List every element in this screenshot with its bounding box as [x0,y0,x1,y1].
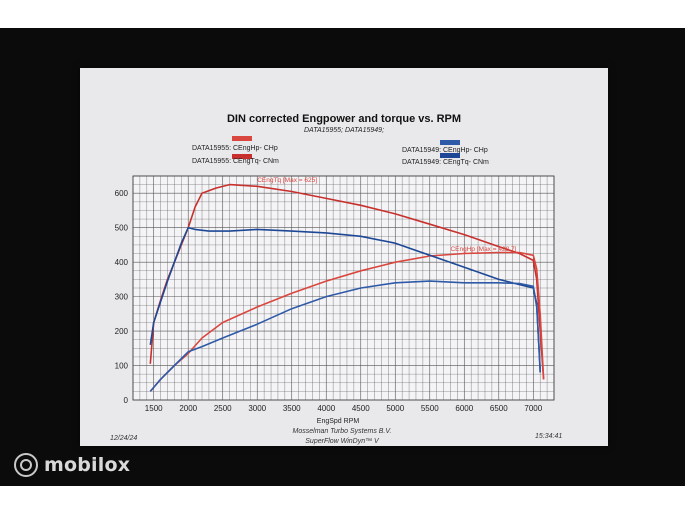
legend-label-4: DATA15949: CEngTq- CNm [402,159,489,166]
chart-title: DIN corrected Engpower and torque vs. RP… [227,113,461,125]
x-axis-label: EngSpd RPM [317,418,360,425]
footer-software: SuperFlow WinDyn™ V [305,438,380,445]
y-tick-label: 400 [115,258,129,267]
y-tick-label: 300 [115,293,129,302]
x-tick-label: 4000 [317,404,335,413]
annotation-1: CEngTq [Max = 625] [257,177,317,184]
x-tick-label: 6000 [455,404,473,413]
y-tick-label: 600 [115,189,129,198]
footer-company: Mosselman Turbo Systems B.V. [293,428,392,435]
print-date: 12/24/24 [110,435,137,442]
legend: DATA15955: CEngHp- CHp DATA15955: CEngTq… [192,136,489,166]
x-tick-label: 4500 [352,404,370,413]
y-tick-label: 500 [115,224,129,233]
legend-swatch-2 [232,154,252,159]
legend-label-3: DATA15949: CEngHp- CHp [402,147,488,154]
x-tick-label: 2500 [214,404,232,413]
annotation-2: CEngHp [Max = 428.7] [450,246,516,253]
x-tick-label: 1500 [145,404,163,413]
series-line-3 [149,226,541,373]
x-tick-label: 3000 [248,404,266,413]
watermark-text: mobilox [44,454,131,476]
y-tick-label: 100 [115,362,129,371]
x-tick-label: 5500 [421,404,439,413]
legend-swatch-1 [232,136,252,141]
x-tick-label: 7000 [524,404,542,413]
chart-subtitle: DATA15955; DATA15949; [304,127,384,134]
legend-label-1: DATA15955: CEngHp- CHp [192,145,278,152]
series-line-4 [149,280,541,392]
legend-swatch-3 [440,140,460,145]
legend-label-2: DATA15955: CEngTq- CNm [192,158,279,165]
series-line-2 [149,251,545,392]
mobilox-logo-icon [14,453,38,477]
dyno-printout-sheet: DIN corrected Engpower and torque vs. RP… [80,68,608,446]
y-tick-label: 200 [115,327,129,336]
legend-swatch-4 [440,153,460,158]
x-tick-label: 5000 [386,404,404,413]
x-tick-label: 3500 [283,404,301,413]
watermark: mobilox [14,451,130,479]
print-time: 15:34:41 [535,433,562,440]
x-tick-label: 6500 [490,404,508,413]
y-tick-label: 0 [124,396,129,405]
dyno-chart: DIN corrected Engpower and torque vs. RP… [110,113,562,445]
photo-background: DIN corrected Engpower and torque vs. RP… [0,28,685,486]
x-tick-label: 2000 [179,404,197,413]
plot-area: 1500 2000 2500 3000 3500 4000 4500 5000 5500 6000… [115,175,555,413]
